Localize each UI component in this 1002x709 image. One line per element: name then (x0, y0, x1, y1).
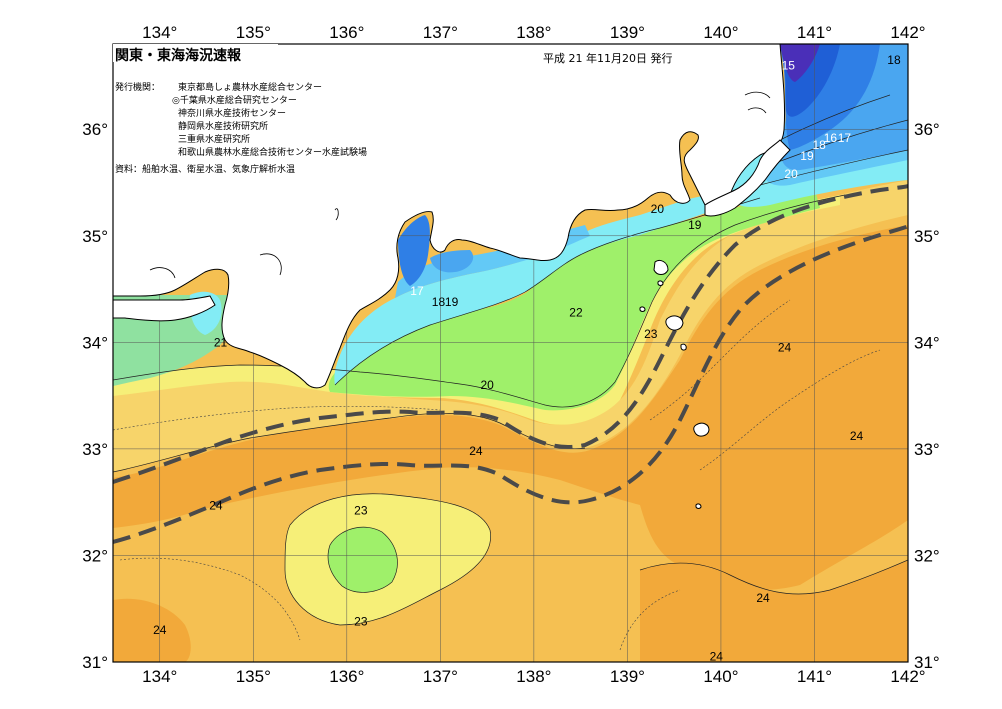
lat-tick-label: 34° (82, 333, 108, 352)
kuroshio-inner-axis (113, 184, 908, 484)
sst-zone-15-ne (780, 44, 820, 82)
isotherm-label: 24 (756, 591, 770, 605)
isotherm-label: 20 (784, 167, 798, 181)
isotherm-label: 18 (432, 295, 446, 309)
lat-tick-label: 33° (914, 440, 940, 459)
land-hachijo (695, 503, 702, 509)
sst-zone-24-west-edge (113, 598, 191, 662)
land-toshima (657, 280, 664, 286)
lat-tick-label: 33° (82, 440, 108, 459)
isotherm-label: 19 (688, 218, 702, 232)
lat-tick-label: 32° (914, 546, 940, 565)
lat-tick-label: 31° (82, 653, 108, 672)
lon-tick-label: 142° (890, 23, 925, 42)
lat-tick-label: 35° (914, 227, 940, 246)
issuer-5: 三重県水産研究所 (178, 133, 250, 145)
latitude-labels-right: 31° 32° 33° 34° 35° 36° (914, 120, 940, 672)
map-frame (112, 43, 909, 663)
land-boso (704, 139, 791, 217)
land-small-island (639, 306, 646, 312)
lat-tick-label: 34° (914, 333, 940, 352)
land-honshu (113, 44, 786, 389)
issuer-4: 静岡県水産技術研究所 (178, 120, 268, 132)
lon-tick-label: 135° (236, 23, 271, 42)
isotherm-label: 20 (651, 202, 665, 216)
lon-tick-label: 139° (610, 23, 645, 42)
issuer-3: 神奈川県水産技術センター (178, 107, 286, 119)
lat-tick-label: 35° (82, 227, 108, 246)
issuer-1: 東京都島しょ農林水産総合センター (178, 81, 322, 93)
sst-zone-18-mikawa (430, 250, 474, 273)
issue-date: 平成 21 年11月20日 発行 (543, 51, 672, 65)
lon-tick-label: 136° (329, 667, 364, 686)
land-shikoku (113, 295, 216, 322)
lat-tick-label: 36° (82, 120, 108, 139)
lon-tick-label: 141° (797, 23, 832, 42)
sst-zone-17-ise (398, 215, 430, 286)
isotherm-label: 19 (800, 149, 814, 163)
isotherm-label: 24 (778, 341, 792, 355)
sst-zone-22-south-inner (328, 527, 398, 593)
lat-tick-label: 32° (82, 546, 108, 565)
issuer-6: 和歌山県農林水産総合技術センター水産試験場 (178, 146, 367, 158)
lon-tick-label: 137° (423, 667, 458, 686)
kuroshio-outer-axis (113, 224, 908, 544)
lon-tick-label: 140° (703, 23, 738, 42)
land-niijima (680, 343, 687, 351)
isotherm-label: 16 (824, 131, 838, 145)
sst-zone-24-5-south (640, 560, 908, 662)
isotherm-label: 22 (569, 306, 583, 320)
lon-tick-label: 134° (142, 667, 177, 686)
sst-zone-22-patch (538, 258, 632, 392)
isotherm-label: 24 (850, 429, 864, 443)
issuer-2: ◎千葉県水産総合研究センター (172, 94, 297, 106)
isotherm-label: 21 (214, 335, 228, 349)
lat-tick-label: 31° (914, 653, 940, 672)
isotherm-label: 19 (445, 295, 459, 309)
title-bg (113, 44, 278, 62)
date-bg (540, 50, 700, 65)
longitude-labels-top: 134° 135° 136° 137° 138° 139° 140° 141° 142° (142, 23, 925, 42)
isotherm-label: 24 (710, 650, 724, 664)
lon-tick-label: 140° (703, 667, 738, 686)
lon-tick-label: 136° (329, 23, 364, 42)
lon-tick-label: 135° (236, 667, 271, 686)
lon-tick-label: 138° (516, 667, 551, 686)
map-title: 関東・東海海況速報 (115, 47, 242, 64)
lon-tick-label: 137° (423, 23, 458, 42)
lon-tick-label: 139° (610, 667, 645, 686)
isotherm-label: 23 (644, 327, 658, 341)
inland-coastline-details (149, 91, 771, 279)
isotherm-label: 18 (887, 53, 901, 67)
lon-tick-label: 141° (797, 667, 832, 686)
longitude-labels-bottom: 134° 135° 136° 137° 138° 139° 140° 141° 142° (142, 667, 925, 686)
lon-tick-label: 138° (516, 23, 551, 42)
latitude-labels-left: 31° 32° 33° 34° 35° 36° (82, 120, 108, 672)
isotherm-label: 24 (209, 498, 223, 512)
land-miyake (693, 422, 710, 437)
sst-zone-24-5-west (113, 225, 908, 590)
isotherm-label: 24 (469, 444, 483, 458)
isotherm-label: 17 (838, 131, 852, 145)
lon-tick-label: 142° (890, 667, 925, 686)
isotherm-label: 23 (354, 615, 368, 629)
sst-zone-23-5 (113, 180, 908, 472)
land-masses (113, 44, 791, 509)
data-source: 資料：船舶水温、衛星水温、気象庁解析水温 (115, 163, 295, 175)
isotherm-label: 17 (410, 284, 424, 298)
isotherm-label: 20 (480, 378, 494, 392)
isotherm-label: 18 (812, 138, 826, 152)
isotherm-label: 23 (354, 504, 368, 518)
land-izu-isl (653, 259, 669, 275)
land-oshima (665, 315, 684, 331)
lon-tick-label: 134° (142, 23, 177, 42)
issuers-label: 発行機関： (115, 81, 160, 93)
isotherm-half-lines (113, 299, 881, 651)
isotherm-label: 15 (782, 58, 796, 72)
isotherm-label: 24 (153, 623, 167, 637)
lat-tick-label: 36° (914, 120, 940, 139)
